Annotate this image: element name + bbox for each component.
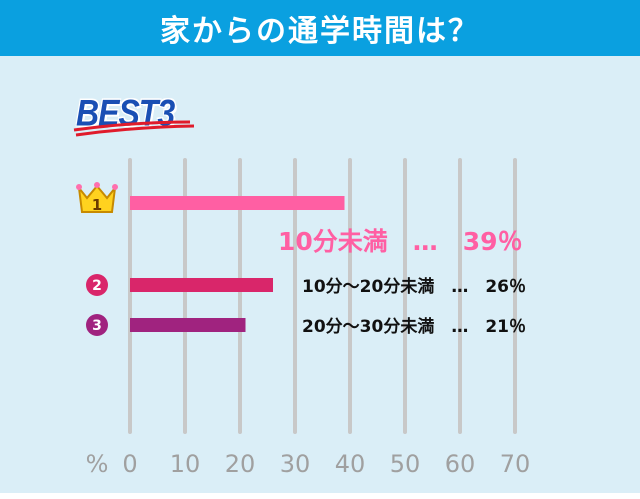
chart-panel xyxy=(0,56,640,493)
x-tick-label: 30 xyxy=(280,450,311,478)
x-tick-label: 40 xyxy=(335,450,366,478)
best3-underline-icon xyxy=(73,120,195,137)
bar-3 xyxy=(130,318,246,332)
crown-jewel-icon xyxy=(112,184,118,190)
best3-badge: BEST3 xyxy=(72,92,202,142)
bar-2 xyxy=(130,278,273,292)
data-label-3: 20分〜30分未満 … 21％ xyxy=(302,316,526,337)
circled-3-icon xyxy=(86,314,108,336)
bottom-strip xyxy=(0,493,640,499)
rank-2-number: 2 xyxy=(92,278,102,294)
data-label-2: 10分〜20分未満 … 26％ xyxy=(302,276,526,297)
rank-3-number: 3 xyxy=(92,318,102,334)
header-bar: 家からの通学時間は？ xyxy=(0,0,640,56)
x-tick-label: 70 xyxy=(500,450,531,478)
x-tick-label: 0 xyxy=(122,450,137,478)
crown-jewel-icon xyxy=(94,182,100,188)
circled-2-icon xyxy=(86,274,108,296)
bar-1 xyxy=(130,196,345,210)
crown-1-icon xyxy=(77,184,117,213)
page-title: 家からの通学時間は？ xyxy=(160,14,480,49)
data-label-1: 10分未満 … 39％ xyxy=(278,227,523,256)
rank-1-number: 1 xyxy=(92,196,102,214)
x-tick-label: 50 xyxy=(390,450,421,478)
x-tick-label: 10 xyxy=(170,450,201,478)
crown-jewel-icon xyxy=(76,184,82,190)
x-axis-unit-label: % xyxy=(86,450,109,478)
x-tick-label: 60 xyxy=(445,450,476,478)
x-tick-label: 20 xyxy=(225,450,256,478)
